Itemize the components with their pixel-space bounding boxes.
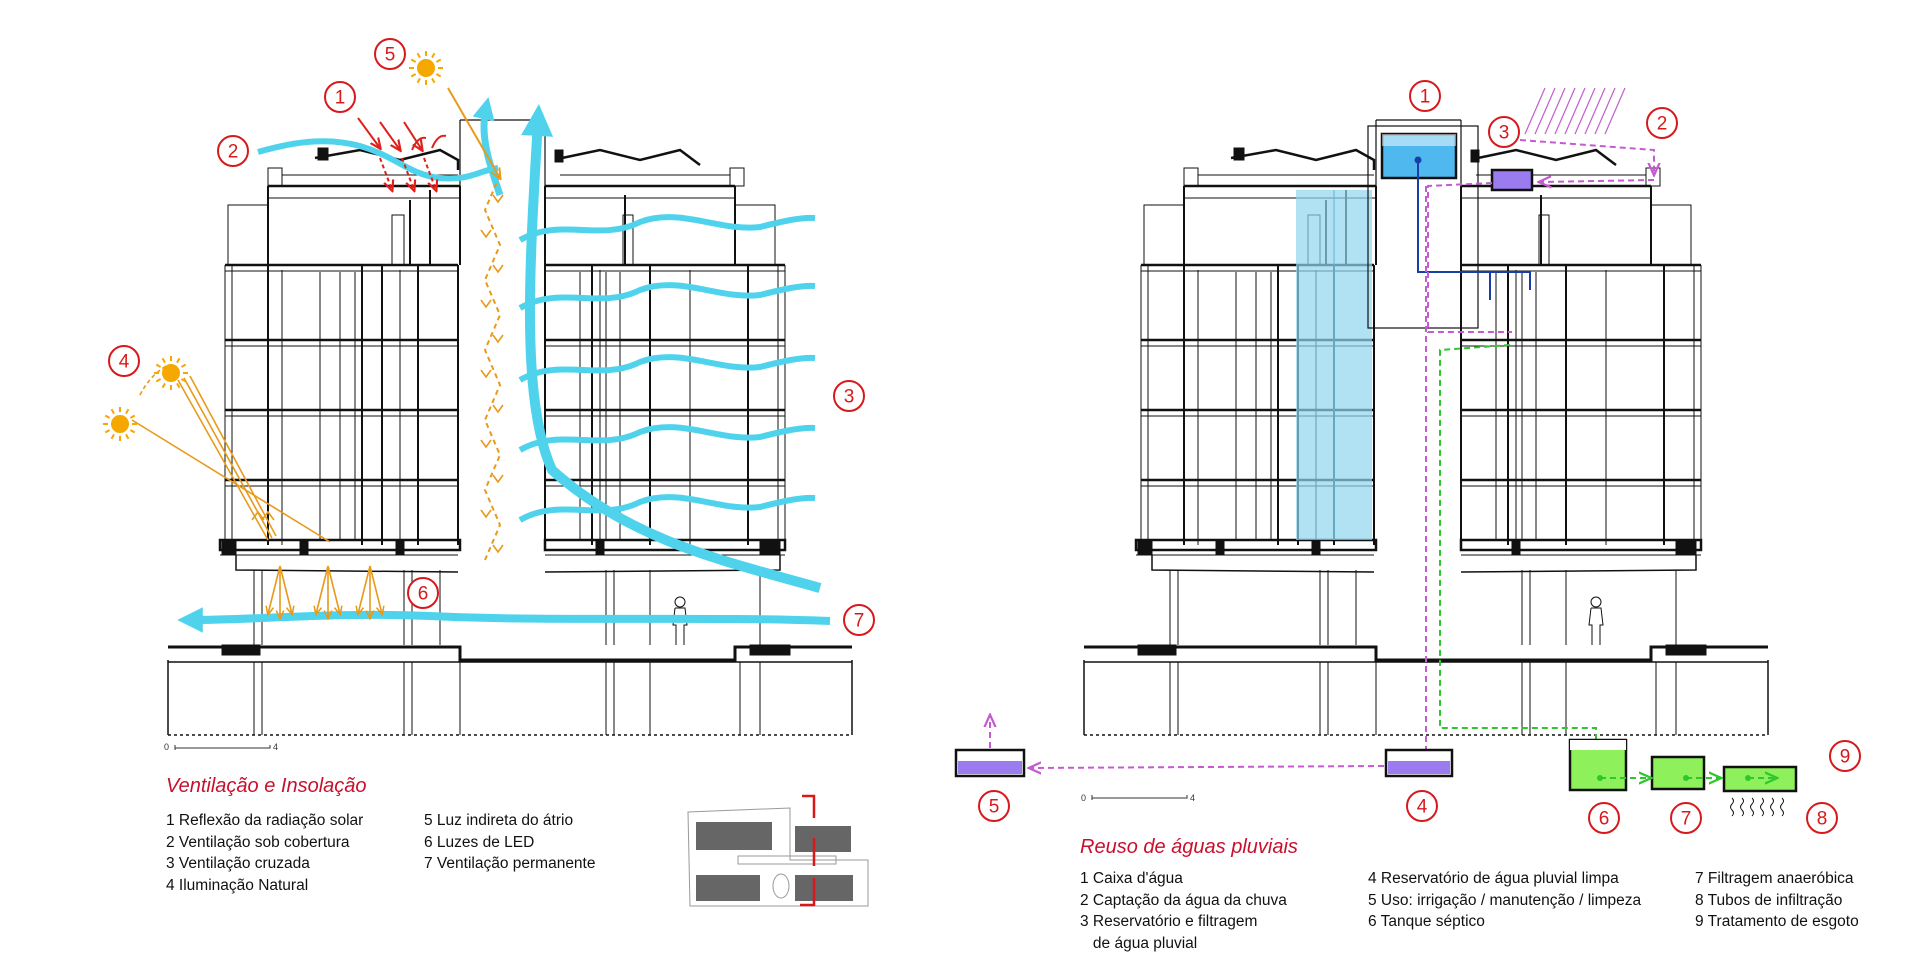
rainwater-legend-col3: 7 Filtragem anaeróbica 8 Tubos de infilt… bbox=[1695, 868, 1859, 933]
wind-arrow-icon bbox=[521, 104, 822, 593]
number-marker: 6 bbox=[1588, 802, 1620, 834]
svg-text:7: 7 bbox=[1681, 809, 1692, 830]
rain-filter-tank bbox=[1490, 168, 1534, 192]
number-marker: 7 bbox=[1670, 802, 1702, 834]
rain-icon bbox=[1524, 87, 1626, 135]
number-marker: 3 bbox=[833, 380, 865, 412]
svg-text:3: 3 bbox=[1499, 123, 1510, 144]
legend-item: 1 Reflexão da radiação solar bbox=[166, 812, 364, 829]
scale-end-label: 4 bbox=[1190, 793, 1196, 803]
solar-reflection-arrows bbox=[357, 117, 447, 190]
legend-item: 3 Reservatório e filtragem bbox=[1080, 913, 1258, 930]
number-marker: 7 bbox=[843, 604, 875, 636]
svg-text:1: 1 bbox=[335, 88, 346, 109]
svg-text:6: 6 bbox=[418, 584, 429, 605]
svg-text:9: 9 bbox=[1840, 747, 1851, 768]
legend-item: 7 Filtragem anaeróbica bbox=[1695, 870, 1854, 887]
legend-item: 7 Ventilação permanente bbox=[424, 855, 596, 872]
rainwater-overlays bbox=[954, 87, 1798, 817]
number-marker: 2 bbox=[1646, 107, 1678, 139]
legend-item: 9 Tratamento de esgoto bbox=[1695, 913, 1859, 930]
legend-item: 4 Iluminação Natural bbox=[166, 876, 309, 894]
number-marker: 4 bbox=[108, 345, 140, 377]
natural-illumination-rays bbox=[131, 364, 331, 543]
number-marker: 2 bbox=[217, 135, 249, 167]
left-building-section bbox=[167, 119, 853, 736]
legend-item: 2 Captação da água da chuva bbox=[1080, 891, 1287, 909]
legend-item: 6 Tanque séptico bbox=[1368, 913, 1485, 930]
led-light-rays bbox=[268, 565, 382, 618]
ventilation-title: Ventilação e Insolação bbox=[166, 775, 367, 797]
number-marker: 5 bbox=[374, 38, 406, 70]
number-marker: 6 bbox=[407, 577, 439, 609]
svg-text:5: 5 bbox=[989, 797, 1000, 818]
number-marker: 8 bbox=[1806, 802, 1838, 834]
legend-item: 4 Reservatório de água pluvial limpa bbox=[1368, 870, 1619, 887]
scale-start-label: 0 bbox=[1081, 793, 1087, 803]
number-marker: 5 bbox=[978, 790, 1010, 822]
number-marker: 1 bbox=[1409, 80, 1441, 112]
svg-text:7: 7 bbox=[854, 611, 865, 632]
ventilation-legend-col2: 5 Luz indireta do átrio 6 Luzes de LED 7… bbox=[424, 810, 595, 875]
infiltration-squiggles bbox=[1730, 797, 1784, 817]
number-marker: 9 bbox=[1829, 740, 1861, 772]
ventilation-overlays bbox=[103, 51, 831, 633]
scale-bar-right bbox=[1091, 795, 1188, 800]
sun-icon bbox=[103, 407, 137, 441]
wind-arrow-icon bbox=[177, 607, 831, 633]
svg-text:4: 4 bbox=[1417, 797, 1428, 818]
wind-arrow-icon bbox=[257, 138, 499, 182]
legend-item: 6 Luzes de LED bbox=[424, 833, 535, 851]
legend-item: de água pluvial bbox=[1080, 934, 1198, 952]
number-marker: 1 bbox=[324, 81, 356, 113]
atrium-light-rays bbox=[447, 87, 504, 561]
cross-ventilation-group bbox=[518, 214, 816, 523]
svg-text:4: 4 bbox=[119, 352, 130, 373]
legend-item: 2 Ventilação sob cobertura bbox=[166, 833, 350, 851]
svg-text:2: 2 bbox=[228, 142, 239, 163]
scale-end-label: 4 bbox=[273, 742, 279, 752]
svg-text:8: 8 bbox=[1817, 809, 1828, 830]
site-plan-icon bbox=[687, 794, 869, 907]
number-marker: 3 bbox=[1488, 116, 1520, 148]
legend-item: 5 Luz indireta do átrio bbox=[424, 812, 574, 829]
anaerobic-filter bbox=[1650, 755, 1706, 791]
svg-text:6: 6 bbox=[1599, 809, 1610, 830]
legend-item: 3 Ventilação cruzada bbox=[166, 855, 310, 872]
rainwater-legend-col1: 1 Caixa d'água 2 Captação da água da chu… bbox=[1080, 868, 1287, 954]
sun-icon bbox=[154, 356, 188, 390]
wind-arrow-icon bbox=[472, 97, 504, 197]
ventilation-legend-col1: 1 Reflexão da radiação solar 2 Ventilaçã… bbox=[166, 810, 363, 896]
svg-text:1: 1 bbox=[1420, 87, 1431, 108]
rainwater-legend-col2: 4 Reservatório de água pluvial limpa 5 U… bbox=[1368, 868, 1641, 933]
scale-bar-left bbox=[174, 745, 271, 750]
legend-item: 1 Caixa d'água bbox=[1080, 870, 1183, 887]
svg-text:2: 2 bbox=[1657, 114, 1668, 135]
sun-icon bbox=[409, 51, 443, 85]
scale-start-label: 0 bbox=[164, 742, 170, 752]
person-icon bbox=[1588, 596, 1604, 645]
svg-text:5: 5 bbox=[385, 45, 396, 66]
number-markers: 1 2 3 4 5 6 7 1 2 3 4 5 6 7 8 9 bbox=[108, 38, 1861, 834]
legend-item: 8 Tubos de infiltração bbox=[1695, 891, 1843, 909]
number-marker: 4 bbox=[1406, 790, 1438, 822]
rainwater-title: Reuso de águas pluviais bbox=[1080, 836, 1298, 858]
legend-item: 5 Uso: irrigação / manutenção / limpeza bbox=[1368, 891, 1642, 909]
svg-text:3: 3 bbox=[844, 387, 855, 408]
